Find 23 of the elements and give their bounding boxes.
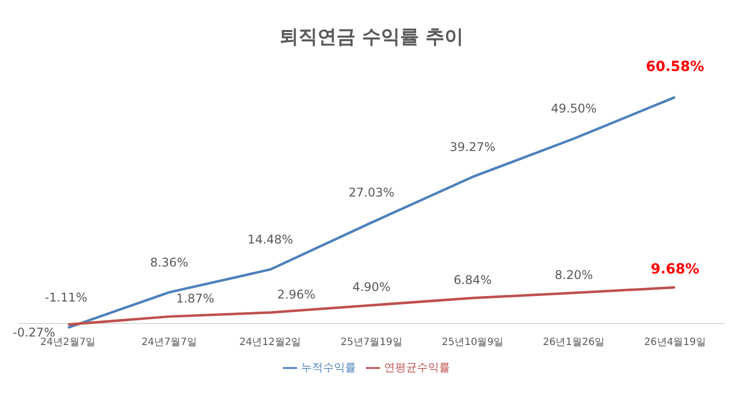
data-label: 4.90% — [352, 280, 391, 294]
data-label: 1.87% — [176, 292, 214, 306]
x-tick-label: 26년1월26일 — [542, 337, 605, 348]
data-label: 39.27% — [450, 140, 496, 154]
data-label: 6.84% — [454, 272, 492, 287]
legend-label: 연평균수익률 — [384, 361, 450, 374]
x-tick-label: 24년2월7일 — [40, 337, 96, 348]
x-tick-label: 25년10월9일 — [442, 337, 504, 348]
x-tick-label: 26년4월19일 — [644, 337, 706, 348]
data-label: 8.36% — [150, 255, 188, 270]
data-label: 27.03% — [348, 186, 394, 200]
x-tick-label: 24년12월2일 — [239, 337, 302, 348]
data-label: 49.50% — [550, 102, 597, 116]
data-label: 9.68% — [650, 261, 700, 278]
data-label: 60.58% — [646, 59, 704, 76]
x-tick-label: 25년7월19일 — [340, 337, 402, 348]
data-label: -1.11% — [44, 290, 88, 305]
x-tick-label: 24년7월7일 — [141, 337, 197, 348]
data-label: 14.48% — [247, 232, 294, 246]
data-label: 8.20% — [554, 268, 593, 282]
chart-title: 퇴직연금 수익률 추이 — [278, 25, 465, 48]
legend-label: 누적수익률 — [301, 361, 356, 374]
data-label: 2.96% — [277, 287, 316, 302]
